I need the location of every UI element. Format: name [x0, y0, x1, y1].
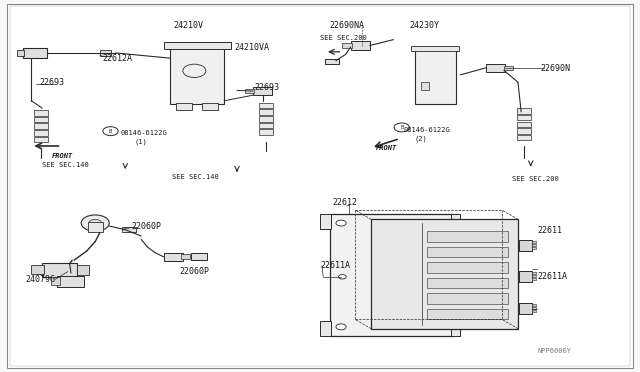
Bar [486, 64, 505, 72]
Bar [17, 49, 24, 56]
Bar [532, 310, 536, 312]
Bar [532, 275, 536, 277]
Bar [427, 294, 508, 304]
FancyBboxPatch shape [170, 43, 224, 105]
Text: SEE SEC.140: SEE SEC.140 [172, 174, 219, 180]
Bar [100, 50, 111, 55]
Bar [516, 135, 531, 140]
Text: B: B [109, 129, 112, 134]
Bar [77, 264, 89, 275]
Bar [532, 247, 536, 248]
Text: 08146-6122G: 08146-6122G [403, 127, 450, 134]
Bar [57, 276, 84, 287]
Bar [427, 278, 508, 288]
Bar [532, 304, 536, 306]
Bar [202, 103, 218, 110]
Bar [320, 321, 332, 336]
Bar [176, 103, 192, 110]
Bar [23, 48, 47, 58]
Bar [427, 247, 508, 257]
Bar [181, 254, 190, 259]
Text: 22611: 22611 [537, 226, 562, 235]
Bar [325, 58, 339, 64]
Text: 22693: 22693 [255, 83, 280, 92]
Bar [516, 128, 531, 134]
Circle shape [339, 275, 346, 279]
FancyBboxPatch shape [415, 47, 456, 105]
Bar [34, 137, 48, 142]
Bar [451, 321, 461, 336]
Circle shape [336, 324, 346, 330]
Bar [532, 278, 536, 280]
Bar [532, 272, 536, 274]
Text: 22693: 22693 [39, 78, 64, 87]
Text: FRONT: FRONT [52, 153, 73, 159]
Bar [51, 277, 60, 285]
Text: (2): (2) [415, 135, 428, 142]
Text: 24079G: 24079G [25, 275, 55, 284]
Bar [259, 123, 273, 128]
Bar [371, 219, 518, 329]
Bar [259, 129, 273, 135]
Bar [427, 309, 508, 320]
Bar [259, 109, 273, 115]
Text: SEE SEC.140: SEE SEC.140 [42, 162, 89, 168]
Bar [342, 43, 352, 48]
Circle shape [81, 215, 109, 231]
Bar [42, 263, 77, 277]
Bar [164, 253, 182, 261]
Text: SEE SEC.200: SEE SEC.200 [511, 176, 558, 182]
Bar [412, 46, 460, 51]
Text: 22612A: 22612A [103, 54, 133, 63]
Bar [516, 115, 531, 121]
Bar [31, 265, 44, 274]
Bar [320, 214, 332, 229]
Text: NPP6000Y: NPP6000Y [537, 348, 571, 354]
Bar [34, 124, 48, 129]
Text: 22611A: 22611A [537, 272, 567, 281]
Text: 24210VA: 24210VA [234, 42, 269, 51]
Bar [421, 82, 429, 90]
Bar [532, 241, 536, 243]
Text: 22690NA: 22690NA [330, 22, 365, 31]
Text: 24230Y: 24230Y [410, 22, 440, 31]
Bar [519, 271, 532, 282]
Circle shape [89, 219, 102, 227]
Bar [351, 41, 370, 49]
Bar [164, 42, 230, 49]
Bar [516, 122, 531, 127]
Bar [532, 244, 536, 246]
Bar [88, 222, 103, 232]
Bar [34, 110, 48, 116]
Text: 22690N: 22690N [540, 64, 570, 73]
Bar [519, 303, 532, 314]
Text: 08146-6122G: 08146-6122G [121, 130, 168, 137]
Bar [451, 214, 461, 229]
Text: 22611A: 22611A [320, 261, 350, 270]
Text: 24210V: 24210V [173, 22, 203, 31]
Bar [34, 130, 48, 136]
Bar [519, 240, 532, 251]
Text: SEE SEC.200: SEE SEC.200 [320, 35, 367, 42]
Bar [516, 108, 531, 114]
Bar [253, 87, 272, 95]
Text: FRONT: FRONT [376, 145, 397, 151]
Text: (1): (1) [135, 138, 148, 145]
Text: 22060P: 22060P [132, 222, 162, 231]
Bar [244, 89, 254, 93]
Text: 22612: 22612 [333, 198, 358, 207]
Bar [532, 307, 536, 309]
Bar [504, 65, 513, 70]
Bar [191, 253, 207, 260]
Bar [427, 262, 508, 273]
Bar [122, 227, 136, 232]
Bar [34, 117, 48, 122]
Bar [427, 231, 508, 241]
Circle shape [336, 220, 346, 226]
Bar [259, 103, 273, 108]
Text: 22060P: 22060P [179, 267, 209, 276]
Text: B: B [400, 125, 403, 130]
Bar [259, 116, 273, 122]
Bar [330, 214, 454, 336]
